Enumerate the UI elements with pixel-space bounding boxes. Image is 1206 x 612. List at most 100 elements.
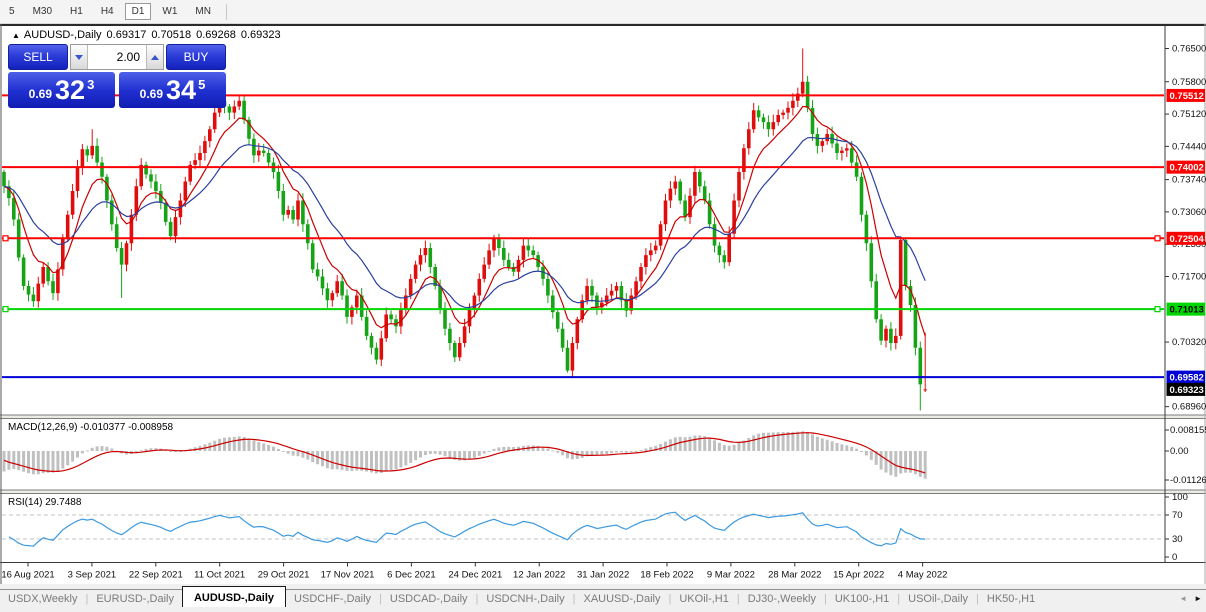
price-tick-label: 0.68960	[1172, 402, 1206, 413]
macd-histogram-bar	[801, 431, 805, 451]
scroll-left-icon[interactable]: ◄	[1179, 594, 1188, 603]
candle-body	[644, 255, 648, 267]
candle-body	[198, 153, 202, 161]
macd-histogram-bar	[316, 451, 320, 465]
timeframe-button-h1[interactable]: H1	[70, 6, 83, 17]
macd-histogram-bar	[379, 451, 383, 473]
candle-body	[889, 328, 893, 343]
macd-histogram-bar	[570, 451, 574, 460]
candle-body	[389, 314, 393, 320]
candle-body	[683, 200, 687, 218]
tab-usdcnh-daily[interactable]: USDCNH-,Daily	[486, 593, 565, 605]
candle-body	[193, 160, 197, 165]
price-tick-label: 0.73060	[1172, 207, 1206, 218]
candle-body	[786, 107, 790, 113]
price-tick-label: 0.73740	[1172, 175, 1206, 186]
macd-histogram-bar	[659, 443, 663, 451]
level-handle[interactable]	[1154, 306, 1161, 313]
macd-histogram-bar	[31, 451, 35, 475]
sell-price-display[interactable]: 0.69 32 3	[8, 72, 115, 108]
volume-increase-button[interactable]	[146, 45, 163, 69]
tab-uk100-h1[interactable]: UK100-,H1	[834, 593, 890, 605]
candle-body	[56, 269, 60, 294]
candle-body	[521, 245, 526, 260]
candle-body	[144, 164, 148, 175]
timeframe-button-h4[interactable]: H4	[100, 6, 114, 17]
moving-averages	[3, 105, 926, 337]
tab-usoil-daily[interactable]: USOil-,Daily	[908, 593, 969, 605]
scroll-right-icon[interactable]: ►	[1194, 594, 1202, 603]
macd-histogram-bar	[899, 451, 903, 474]
macd-histogram-bar	[693, 435, 697, 451]
tab-hk50-h1[interactable]: HK50-,H1	[986, 593, 1036, 605]
macd-histogram-bar	[247, 438, 251, 451]
tab-separator: |	[379, 593, 382, 605]
tab-eurusd-daily[interactable]: EURUSD-,Daily	[96, 593, 174, 605]
timeframe-button-w1[interactable]: W1	[162, 6, 178, 17]
macd-histogram-bar	[585, 451, 589, 457]
macd-histogram-bar	[374, 451, 378, 474]
tab-usdx-weekly[interactable]: USDX,Weekly	[8, 593, 78, 605]
timeframe-button-mn[interactable]: MN	[195, 6, 211, 17]
timeframe-button-m30[interactable]: M30	[32, 6, 53, 17]
macd-histogram-bar	[232, 436, 236, 451]
candle-body	[90, 145, 94, 156]
sell-point: 3	[87, 76, 95, 92]
tab-usdcad-daily[interactable]: USDCAD-,Daily	[389, 593, 468, 605]
time-axis[interactable]: 16 Aug 2021 3 Sep 2021 22 Sep 2021 11 Oct 2…	[1, 563, 947, 581]
tab-xauusd-daily[interactable]: XAUUSD-,Daily	[583, 593, 661, 605]
sell-button[interactable]: SELL	[8, 44, 68, 70]
macd-histogram-bar	[252, 440, 256, 451]
level-handle[interactable]	[2, 235, 9, 242]
macd-histogram-bar	[727, 445, 731, 451]
candle-body	[443, 309, 447, 329]
volume-input[interactable]: 2.00	[116, 50, 140, 64]
tab-ukoil-h1[interactable]: UKOil-,H1	[679, 593, 729, 605]
macd-histogram-bar	[600, 451, 604, 455]
candle-body	[506, 259, 511, 267]
price-tick-label: 0.76500	[1172, 44, 1206, 55]
timeframe-button-d1[interactable]: D1	[124, 3, 152, 20]
candle-body	[448, 328, 452, 343]
chart-plot-area[interactable]: MACD(12,26,9) -0.010377 -0.008958 RSI(14)…	[0, 24, 1206, 584]
level-0.72504-badge	[1166, 231, 1205, 245]
macd-histogram-bar	[85, 450, 89, 452]
candle-body	[413, 264, 418, 279]
volume-decrease-button[interactable]	[71, 45, 88, 69]
splitter-main-macd[interactable]	[0, 415, 1206, 419]
splitter-macd-rsi[interactable]	[0, 490, 1206, 494]
candle-body	[472, 295, 477, 310]
date-label: 9 Mar 2022	[707, 570, 755, 581]
macd-histogram-bar	[17, 451, 21, 470]
tab-usdchf-daily[interactable]: USDCHF-,Daily	[294, 593, 372, 605]
candle-body	[428, 248, 433, 267]
macd-histogram-bar	[71, 451, 75, 462]
tab-audusd-daily[interactable]: AUDUSD-,Daily	[181, 586, 287, 607]
candle-body	[359, 295, 364, 317]
macd-histogram-bar	[698, 435, 702, 451]
level-handle[interactable]	[2, 306, 9, 313]
level-handle[interactable]	[1154, 235, 1161, 242]
date-label: 18 Feb 2022	[640, 570, 693, 581]
macd-histogram-bar	[66, 451, 70, 466]
macd-histogram-bar	[512, 446, 516, 451]
macd-histogram-bar	[531, 445, 535, 451]
macd-histogram-bar	[272, 446, 275, 451]
macd-histogram-bar	[330, 451, 334, 470]
macd-histogram-bar	[830, 441, 834, 451]
macd-histogram-bar	[629, 451, 633, 453]
candle-body	[80, 149, 85, 168]
candle-body	[237, 100, 241, 107]
price-axis[interactable]: 0.76500 0.75800 0.75120 0.74440 0.73740 0.730…	[1165, 44, 1206, 564]
candle-body	[776, 115, 780, 123]
candle-body	[526, 245, 531, 251]
buy-button[interactable]: BUY	[166, 44, 226, 70]
candle-body	[364, 316, 369, 336]
timeframe-button-5[interactable]: 5	[9, 6, 15, 17]
buy-price-display[interactable]: 0.69 34 5	[119, 72, 226, 108]
candle-body	[404, 295, 408, 310]
candle-body	[585, 286, 589, 301]
tab-dj30-weekly[interactable]: DJ30-,Weekly	[747, 593, 816, 605]
macd-histogram-bar	[144, 448, 148, 451]
